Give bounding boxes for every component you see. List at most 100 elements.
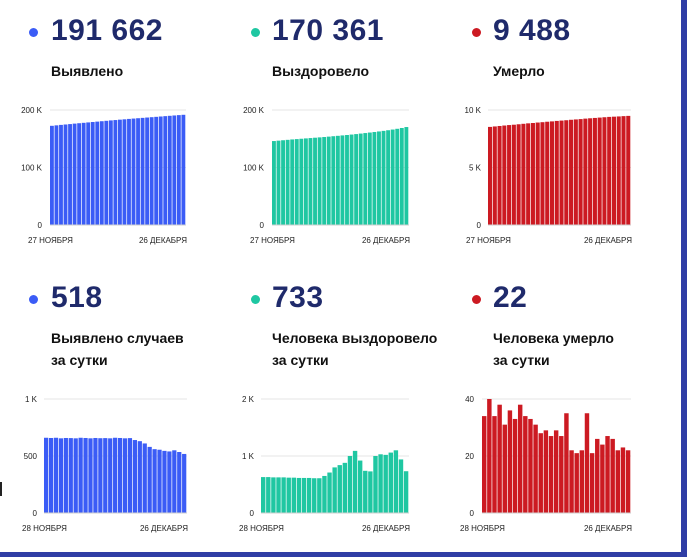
bar xyxy=(308,138,313,225)
panel-dot xyxy=(29,28,38,37)
bar xyxy=(553,430,559,513)
bar xyxy=(578,119,583,225)
y-tick-label: 2 K xyxy=(242,395,255,404)
total-cases-label: Выявлено xyxy=(51,63,124,79)
bar xyxy=(326,136,331,225)
bar xyxy=(545,121,550,225)
bar xyxy=(142,443,147,513)
bar xyxy=(158,116,163,225)
bar xyxy=(492,126,497,225)
bar xyxy=(559,120,564,225)
bar xyxy=(595,438,600,513)
bar xyxy=(98,438,103,513)
bar xyxy=(95,121,100,225)
x-end-label: 26 ДЕКАБРЯ xyxy=(140,524,188,533)
bar xyxy=(163,116,168,225)
daily-recovered-label: Человека выздоровело xyxy=(272,330,438,346)
bar xyxy=(373,456,378,513)
bar xyxy=(335,135,340,225)
bar xyxy=(53,437,59,513)
bar xyxy=(579,450,585,513)
bar xyxy=(48,437,54,513)
bar xyxy=(113,120,118,225)
bar xyxy=(569,119,574,225)
bar xyxy=(543,430,549,513)
bar xyxy=(574,453,579,513)
bar xyxy=(390,129,395,225)
bar xyxy=(611,116,616,225)
bar xyxy=(88,438,93,513)
x-start-label: 28 НОЯБРЯ xyxy=(460,524,505,533)
bar xyxy=(584,413,590,513)
y-tick-label: 0 xyxy=(260,221,265,230)
bar xyxy=(381,130,386,225)
bar xyxy=(354,134,359,225)
bar xyxy=(573,119,578,225)
bar xyxy=(368,471,373,513)
bar xyxy=(352,450,358,513)
bar xyxy=(511,124,516,225)
total-recovered-value: 170 361 xyxy=(272,14,384,47)
bar xyxy=(266,477,271,513)
bar xyxy=(294,139,299,225)
bar xyxy=(357,460,363,513)
bar xyxy=(331,136,336,225)
bar xyxy=(403,471,409,513)
bar xyxy=(281,140,285,225)
bar xyxy=(507,125,512,225)
bar xyxy=(122,119,127,225)
bar xyxy=(538,433,543,513)
bar xyxy=(345,135,349,225)
y-tick-label: 0 xyxy=(33,509,38,518)
bar xyxy=(583,118,588,225)
bar xyxy=(540,122,545,225)
bar xyxy=(569,450,574,513)
bar xyxy=(276,477,281,513)
bar xyxy=(482,416,487,513)
bar xyxy=(322,475,327,513)
y-tick-label: 0 xyxy=(38,221,43,230)
bar xyxy=(117,437,123,513)
bar xyxy=(516,124,521,225)
bar xyxy=(162,450,167,513)
bar xyxy=(313,137,317,225)
bar xyxy=(72,123,77,225)
bar xyxy=(177,452,182,513)
bar xyxy=(399,127,404,225)
total-deaths-label: Умерло xyxy=(493,63,545,79)
bar xyxy=(621,116,626,225)
bar xyxy=(589,453,595,513)
bar xyxy=(600,444,605,513)
bar xyxy=(507,410,513,513)
bar xyxy=(497,125,502,225)
bar xyxy=(349,134,354,225)
y-tick-label: 10 K xyxy=(465,106,482,115)
bar xyxy=(59,124,63,225)
bar xyxy=(77,123,82,225)
bar xyxy=(286,477,291,513)
bar xyxy=(337,465,342,513)
bar xyxy=(118,119,122,225)
bar xyxy=(303,138,308,225)
bottom-edge-strip xyxy=(0,552,687,557)
bar xyxy=(404,127,409,225)
bar xyxy=(291,477,297,513)
x-start-label: 27 НОЯБРЯ xyxy=(466,236,511,245)
bar xyxy=(363,133,368,225)
bar xyxy=(554,120,559,225)
x-start-label: 28 НОЯБРЯ xyxy=(239,524,284,533)
panel-dot xyxy=(29,295,38,304)
bar xyxy=(181,114,186,225)
bar xyxy=(108,120,113,225)
x-end-label: 26 ДЕКАБРЯ xyxy=(362,236,410,245)
bar xyxy=(530,122,535,225)
bar xyxy=(523,416,528,513)
bar xyxy=(597,117,602,225)
bar xyxy=(388,452,393,513)
bar xyxy=(564,120,569,225)
bar xyxy=(502,125,507,225)
bar xyxy=(172,450,177,513)
bar xyxy=(68,124,72,225)
bar xyxy=(358,133,363,225)
